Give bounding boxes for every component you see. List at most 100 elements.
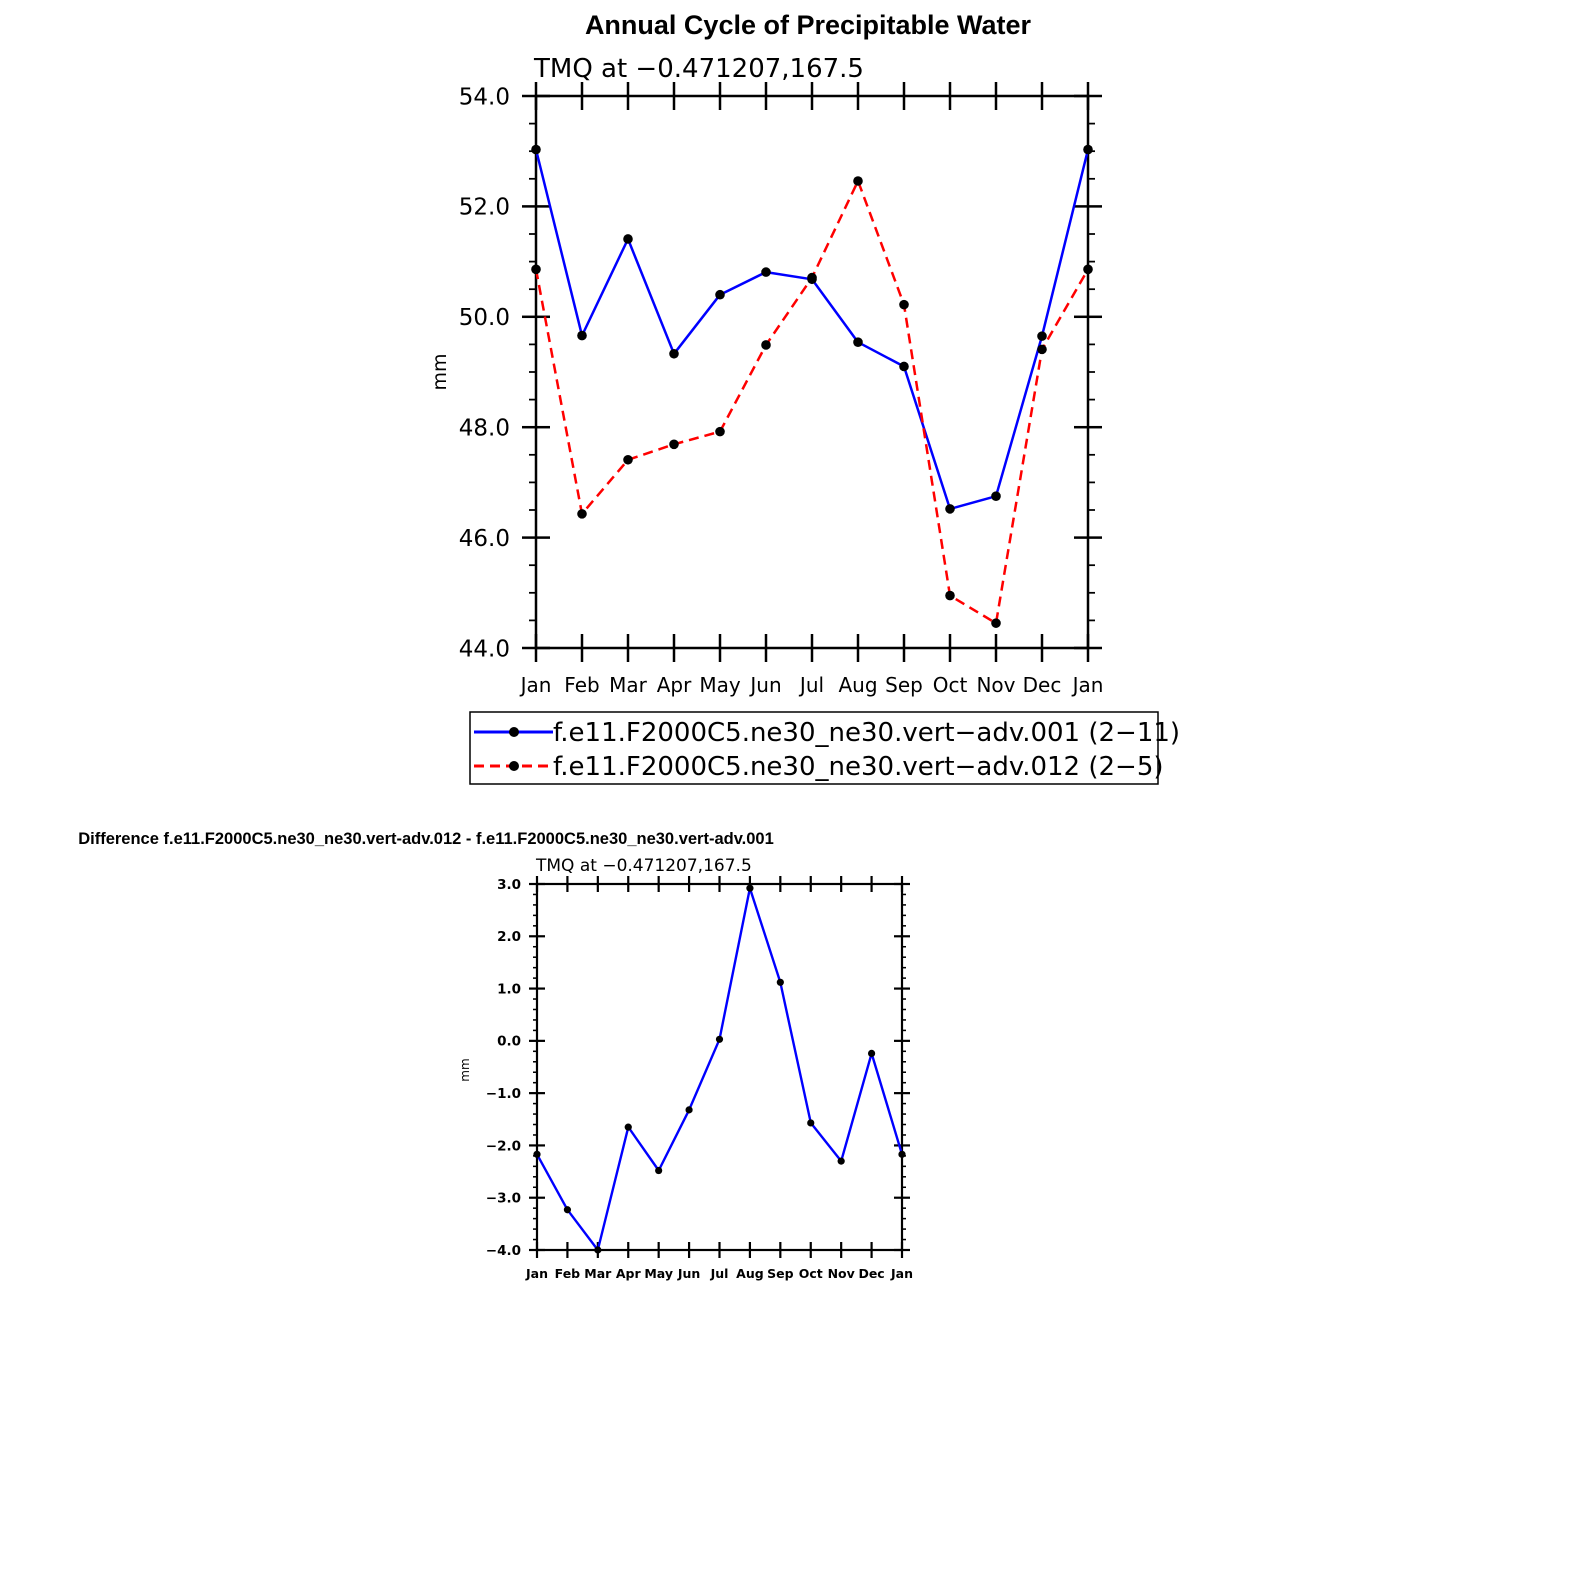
annual-cycle-xtick-label: Nov bbox=[976, 673, 1015, 697]
difference-tick-labels: Jan Feb Mar Apr May Jun Jul Aug Sep Oct Nov Dec Jan−… bbox=[486, 877, 913, 1281]
annual-cycle-point-1 bbox=[577, 330, 587, 341]
annual-cycle-xtick-label: Jan bbox=[1071, 673, 1104, 697]
annual-cycle-xtick-label: Oct bbox=[933, 673, 968, 697]
legend: f.e11.F2000C5.ne30_ne30.vert−adv.001 (2−… bbox=[469, 711, 1180, 785]
annual-cycle-xtick-label: Feb bbox=[564, 673, 599, 697]
annual-cycle-xtick-label: Sep bbox=[885, 673, 923, 697]
difference-xtick-label: Jan bbox=[525, 1266, 548, 1281]
annual-cycle-point-2 bbox=[899, 299, 909, 310]
difference-series-line-1 bbox=[535, 887, 904, 1252]
difference-subtitle: TMQ at −0.471207,167.5 bbox=[535, 856, 752, 876]
difference-ytick-label: −2.0 bbox=[486, 1138, 521, 1154]
annual-cycle-tick-labels: Jan Feb Mar Apr May Jun Jul Aug Sep Oct Nov Dec Jan 4… bbox=[459, 84, 1104, 697]
annual-cycle-point-2 bbox=[715, 426, 725, 437]
difference-point-1 bbox=[685, 1106, 693, 1114]
annual-cycle-xtick-label: Jun bbox=[748, 673, 781, 697]
difference-xtick-label: Feb bbox=[555, 1266, 581, 1281]
annual-cycle-point-1 bbox=[761, 267, 771, 277]
difference-point-1 bbox=[563, 1206, 572, 1214]
annual-cycle-xtick-label: Aug bbox=[838, 673, 877, 697]
annual-cycle-point-2 bbox=[669, 439, 679, 450]
difference-xtick-label: Sep bbox=[767, 1266, 793, 1281]
annual-cycle-point-2 bbox=[761, 340, 771, 350]
annual-cycle-xtick-label: Mar bbox=[609, 673, 648, 697]
annual-cycle-ytick-label: 54.0 bbox=[459, 84, 510, 110]
difference-xtick-label: Nov bbox=[828, 1266, 855, 1281]
difference-ytick-label: 2.0 bbox=[497, 929, 521, 945]
annual-cycle-axes bbox=[522, 82, 1102, 662]
annual-cycle-point-2 bbox=[991, 618, 1001, 628]
annual-cycle-series bbox=[531, 144, 1093, 628]
difference-xtick-label: Apr bbox=[616, 1266, 642, 1281]
annual-cycle-point-1 bbox=[623, 234, 633, 244]
difference-plot-frame bbox=[535, 882, 904, 1252]
annual-cycle-point-1 bbox=[991, 491, 1001, 502]
difference-point-1 bbox=[594, 1246, 602, 1254]
annual-cycle-xtick-label: Apr bbox=[657, 673, 692, 697]
difference-point-1 bbox=[898, 1150, 906, 1158]
annual-cycle-point-2 bbox=[577, 509, 587, 519]
annual-cycle-series-line-2 bbox=[534, 179, 1090, 625]
difference-point-1 bbox=[715, 1035, 724, 1043]
annual-cycle-ylabel: mm bbox=[429, 353, 451, 390]
annual-cycle-point-2 bbox=[1037, 344, 1047, 355]
annual-cycle-subtitle: TMQ at −0.471207,167.5 bbox=[533, 54, 864, 84]
difference-xtick-label: Oct bbox=[799, 1266, 823, 1281]
difference-ytick-label: 0.0 bbox=[497, 1034, 521, 1050]
difference-xtick-label: Aug bbox=[736, 1266, 764, 1281]
annual-cycle-xtick-label: Jul bbox=[798, 673, 824, 697]
difference-ytick-label: −4.0 bbox=[486, 1243, 521, 1259]
difference-point-1 bbox=[867, 1049, 876, 1058]
annual-cycle-point-1 bbox=[1083, 144, 1093, 155]
annual-cycle-xtick-label: Dec bbox=[1023, 673, 1062, 697]
annual-cycle-point-2 bbox=[807, 272, 817, 283]
annual-cycle-ytick-label: 46.0 bbox=[459, 526, 510, 552]
difference-xtick-label: May bbox=[644, 1266, 673, 1281]
annual-cycle-point-2 bbox=[623, 454, 633, 465]
difference-title: Difference f.e11.F2000C5.ne30_ne30.vert-… bbox=[78, 830, 774, 848]
legend-label-case2: f.e11.F2000C5.ne30_ne30.vert−adv.012 (2−… bbox=[553, 752, 1164, 782]
difference-point-1 bbox=[776, 978, 784, 986]
difference-xtick-label: Dec bbox=[858, 1266, 884, 1281]
annual-cycle-point-1 bbox=[899, 361, 909, 372]
difference-chart: Difference f.e11.F2000C5.ne30_ne30.vert-… bbox=[78, 830, 913, 1281]
difference-point-1 bbox=[655, 1166, 663, 1175]
figure-title: Annual Cycle of Precipitable Water bbox=[585, 10, 1032, 40]
difference-ytick-label: −1.0 bbox=[486, 1086, 521, 1102]
difference-xtick-label: Jun bbox=[677, 1266, 700, 1281]
legend-marker-case2 bbox=[509, 761, 519, 771]
difference-point-1 bbox=[533, 1150, 541, 1158]
annual-cycle-point-1 bbox=[669, 348, 679, 359]
annual-cycle-series-line-1 bbox=[534, 149, 1090, 511]
annual-cycle-point-2 bbox=[853, 176, 863, 186]
legend-box bbox=[469, 711, 1159, 785]
difference-point-1 bbox=[837, 1157, 845, 1165]
annual-cycle-ytick-label: 52.0 bbox=[459, 195, 510, 221]
difference-axes bbox=[529, 876, 910, 1258]
difference-point-1 bbox=[807, 1119, 815, 1127]
annual-cycle-xtick-label: May bbox=[699, 673, 741, 697]
difference-xtick-label: Jul bbox=[710, 1266, 729, 1281]
annual-cycle-chart: TMQ at −0.471207,167.5 mm Jan Feb Mar Apr Ma… bbox=[429, 54, 1103, 697]
difference-ytick-label: 3.0 bbox=[497, 877, 521, 893]
annual-cycle-point-1 bbox=[945, 504, 955, 514]
difference-ylabel: mm bbox=[458, 1058, 472, 1081]
difference-xtick-label: Jan bbox=[890, 1266, 913, 1281]
difference-point-1 bbox=[746, 884, 754, 892]
legend-label-case1: f.e11.F2000C5.ne30_ne30.vert−adv.001 (2−… bbox=[553, 718, 1180, 748]
annual-cycle-point-2 bbox=[1083, 264, 1093, 275]
difference-series bbox=[533, 884, 906, 1254]
annual-cycle-point-2 bbox=[531, 264, 541, 275]
difference-ytick-label: −3.0 bbox=[486, 1191, 521, 1207]
difference-xtick-label: Mar bbox=[584, 1266, 612, 1281]
difference-point-1 bbox=[624, 1123, 632, 1131]
annual-cycle-point-2 bbox=[945, 590, 955, 601]
legend-marker-case1 bbox=[509, 727, 519, 737]
annual-cycle-point-1 bbox=[853, 337, 863, 347]
difference-ytick-label: 1.0 bbox=[497, 981, 521, 997]
annual-cycle-point-1 bbox=[715, 289, 725, 300]
annual-cycle-xtick-label: Jan bbox=[519, 673, 552, 697]
annual-cycle-ytick-label: 44.0 bbox=[459, 636, 510, 662]
annual-cycle-point-1 bbox=[531, 144, 541, 155]
